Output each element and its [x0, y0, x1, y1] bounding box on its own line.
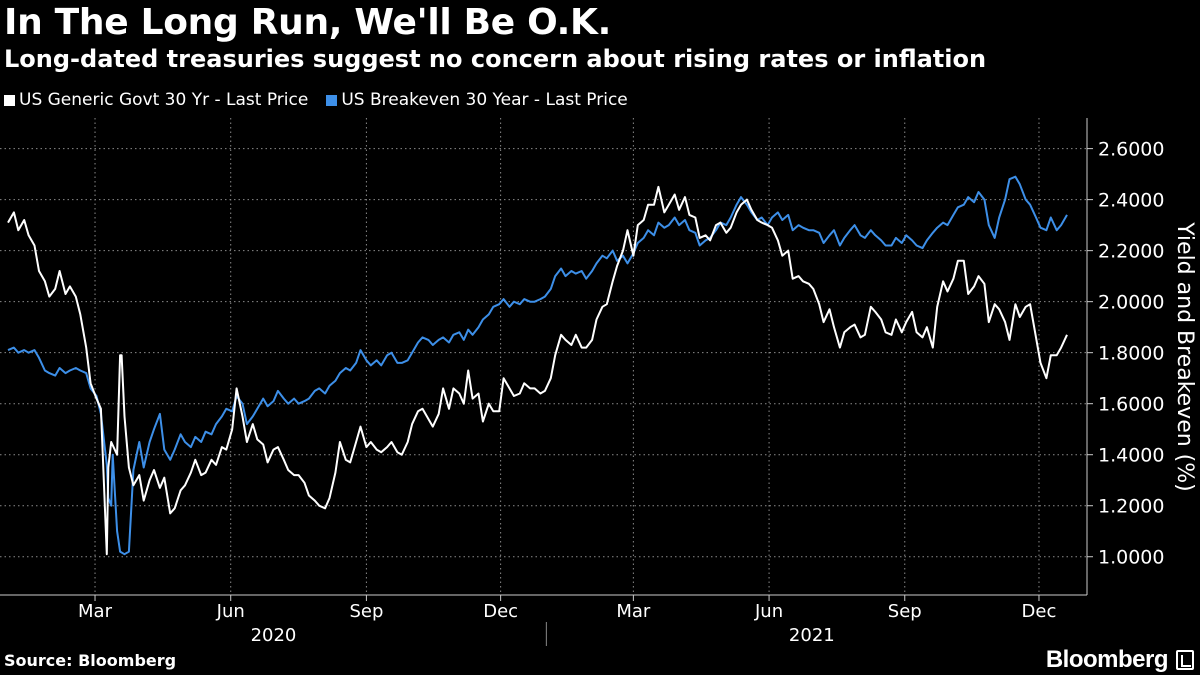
legend-label-gov30: US Generic Govt 30 Yr - Last Price	[19, 90, 309, 110]
chart-subtitle: Long-dated treasuries suggest no concern…	[4, 45, 987, 73]
y-tick-label: 1.8000	[1098, 343, 1164, 365]
x-tick-label: Sep	[888, 601, 922, 622]
y-tick-label: 1.2000	[1098, 496, 1164, 518]
y-tick-label: 1.4000	[1098, 445, 1164, 467]
y-tick-label: 2.2000	[1098, 241, 1164, 263]
y-tick-label: 2.6000	[1098, 139, 1164, 161]
legend-swatch-breakeven	[326, 94, 338, 106]
axis-layer: 1.0000 1.2000 1.4000 1.6000 1.8000 2.0000 2.20…	[0, 118, 1164, 646]
y-tick-label: 1.0000	[1098, 547, 1164, 569]
chart-title: In The Long Run, We'll Be O.K.	[4, 2, 612, 43]
series-line-gov30	[7, 185, 1068, 556]
x-tick-label: Mar	[78, 601, 113, 622]
x-tick-label: Dec	[1022, 601, 1057, 622]
year-label: 2020	[251, 625, 297, 646]
legend: US Generic Govt 30 Yr - Last Price US Br…	[4, 90, 628, 110]
grid-layer	[0, 118, 1087, 595]
y-axis-label: Yield and Breakeven (%)	[1172, 221, 1197, 491]
x-tick-label: Jun	[754, 601, 783, 622]
x-tick-label: Dec	[483, 601, 518, 622]
brand-text: Bloomberg	[1045, 646, 1169, 673]
x-tick-label: Mar	[616, 601, 651, 622]
y-tick-label: 2.4000	[1098, 190, 1164, 212]
x-tick-label: Sep	[349, 601, 383, 622]
legend-item-breakeven: US Breakeven 30 Year - Last Price	[326, 90, 628, 110]
year-label: 2021	[789, 625, 835, 646]
bloomberg-chart-icon	[1176, 650, 1194, 670]
x-tick-label: Jun	[216, 601, 245, 622]
series-layer	[7, 175, 1068, 556]
source-note: Source: Bloomberg	[4, 651, 177, 670]
legend-label-breakeven: US Breakeven 30 Year - Last Price	[341, 90, 628, 110]
legend-swatch-gov30	[4, 94, 15, 106]
brand-logo: Bloomberg	[1046, 646, 1194, 674]
y-tick-label: 1.6000	[1098, 394, 1164, 416]
legend-item-gov30: US Generic Govt 30 Yr - Last Price	[4, 90, 308, 110]
series-line-breakeven	[7, 175, 1068, 556]
y-tick-label: 2.0000	[1098, 292, 1164, 314]
